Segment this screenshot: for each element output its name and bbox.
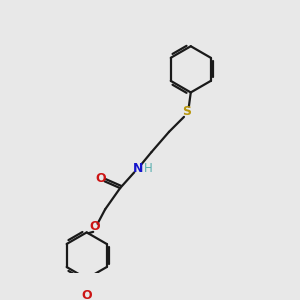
Text: N: N: [133, 162, 143, 175]
Text: O: O: [89, 220, 100, 233]
Text: O: O: [96, 172, 106, 185]
Text: H: H: [144, 162, 152, 175]
Text: S: S: [182, 105, 191, 118]
Text: O: O: [81, 289, 92, 300]
